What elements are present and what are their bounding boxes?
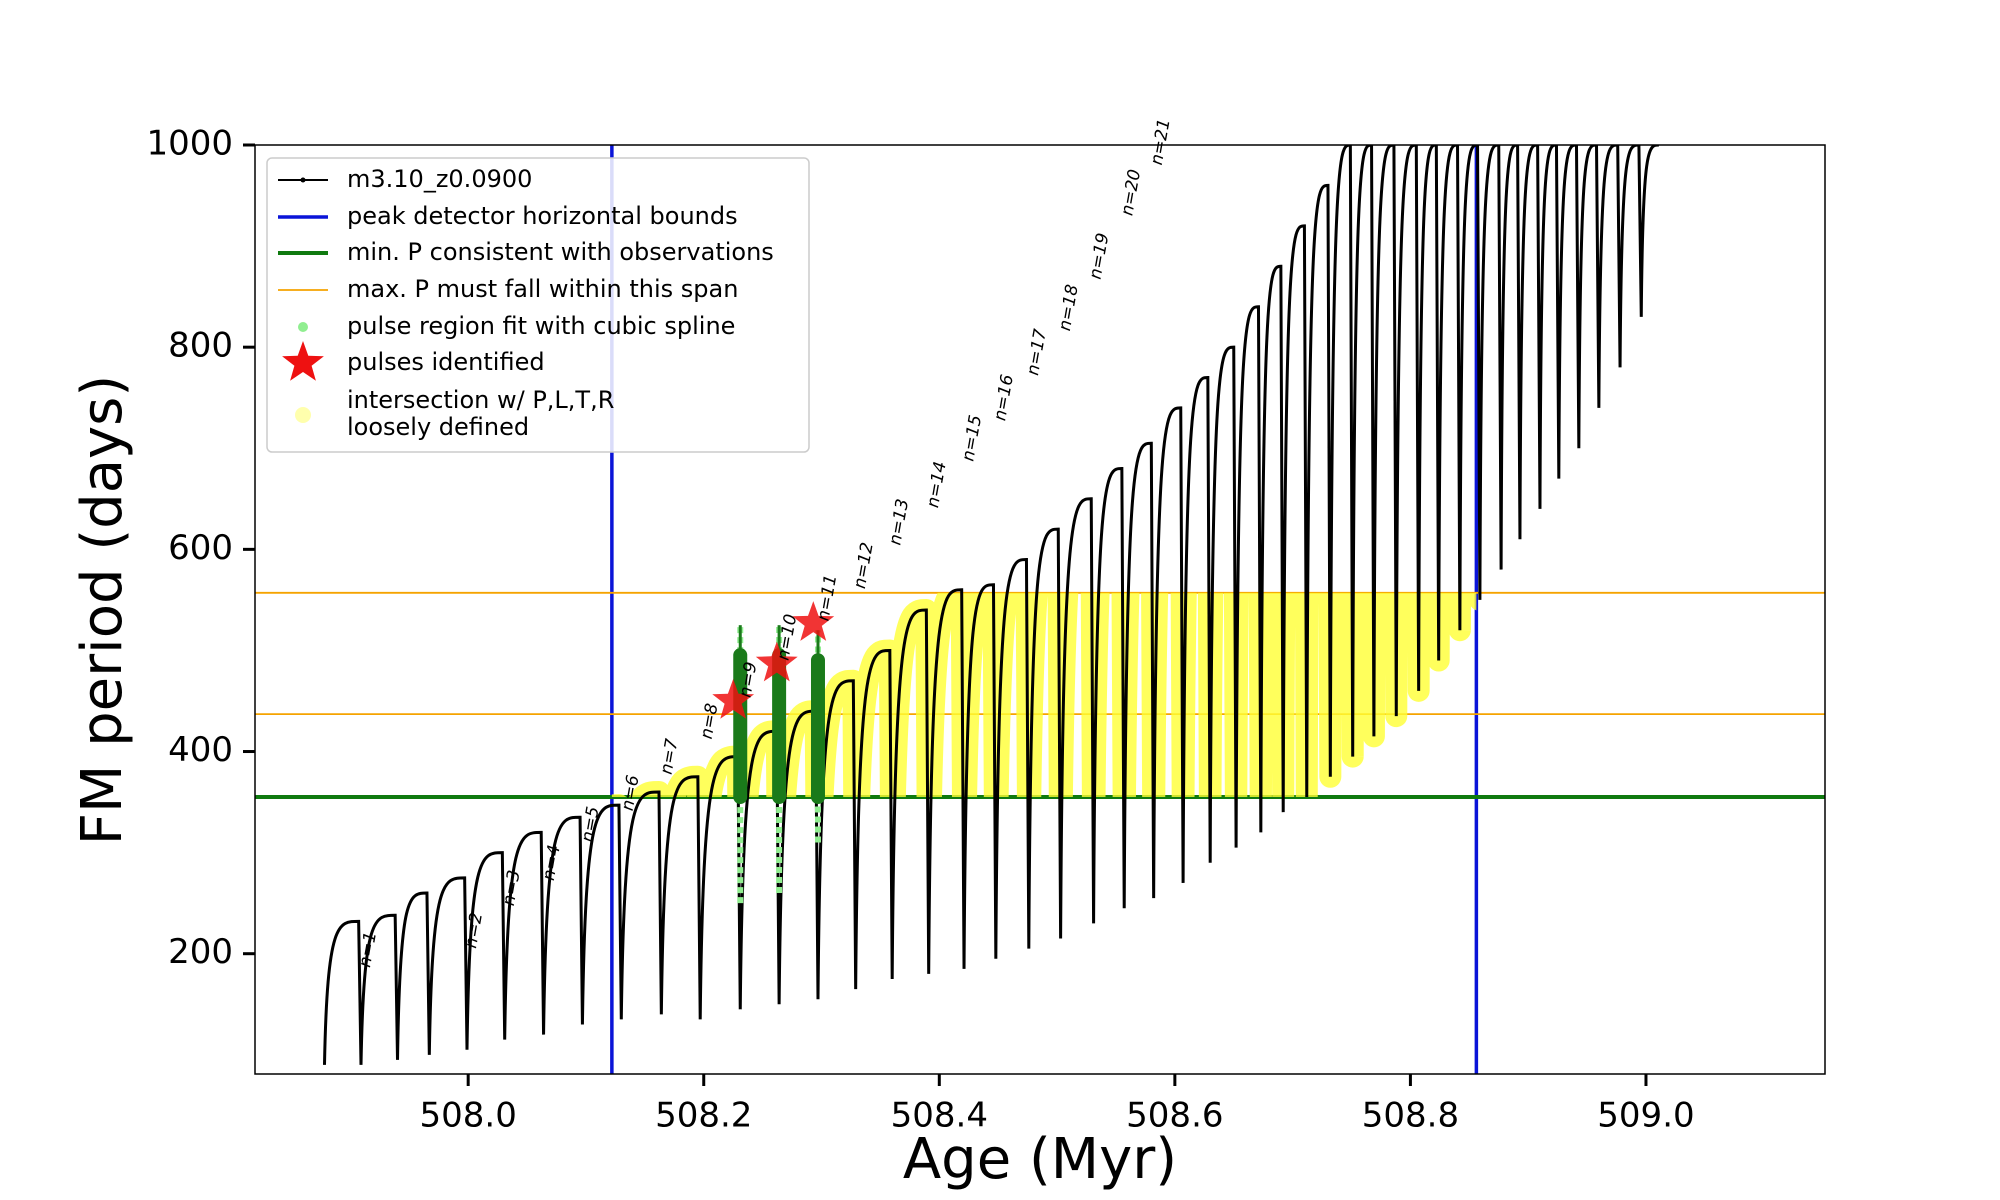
pulse-label: n=7	[657, 737, 683, 776]
x-tick-label: 508.4	[891, 1096, 988, 1136]
pulse-label: n=17	[1023, 327, 1051, 377]
legend-label: pulse region fit with cubic spline	[347, 312, 735, 340]
legend-box	[266, 157, 810, 453]
pulse-label: n=12	[850, 541, 878, 590]
y-tick-label: 400	[168, 730, 233, 770]
legend-star	[282, 341, 324, 381]
pulse-label: n=15	[958, 413, 986, 462]
pulse-label: n=8	[697, 702, 723, 741]
legend-dot	[295, 407, 311, 423]
y-tick-label: 800	[168, 326, 233, 366]
plot-frame	[254, 144, 1826, 1075]
pulse-star	[755, 641, 798, 682]
pulse-label: n=5	[578, 805, 604, 844]
legend-label: m3.10_z0.0900	[347, 165, 532, 193]
x-axis-label: Age (Myr)	[903, 1127, 1177, 1192]
legend-label: min. P consistent with observations	[347, 238, 774, 266]
pulse-star	[792, 601, 835, 641]
legend-label: max. P must fall within this span	[347, 275, 738, 303]
legend-label: peak detector horizontal bounds	[347, 202, 738, 230]
x-tick-label: 508.0	[420, 1096, 517, 1136]
plot-area	[255, 145, 1825, 1074]
x-tick-label: 509.0	[1597, 1096, 1694, 1136]
x-tick-label: 508.8	[1362, 1096, 1459, 1136]
pulse-label: n=20	[1117, 168, 1145, 217]
legend-label: pulses identified	[347, 348, 545, 376]
y-tick-label: 600	[168, 528, 233, 568]
pulse-label: n=6	[618, 773, 644, 812]
pulse-label: n=16	[990, 373, 1018, 423]
y-tick-label: 200	[168, 932, 233, 972]
legend-dot	[298, 322, 308, 332]
pulse-label: n=13	[885, 497, 913, 546]
pulse-star	[712, 679, 755, 719]
pulse-label: n=19	[1086, 231, 1114, 280]
x-tick-label: 508.2	[655, 1096, 752, 1136]
pulse-label: n=10	[773, 613, 801, 662]
legend-dot	[300, 177, 306, 183]
legend-label: loosely defined	[347, 413, 529, 441]
legend-label: intersection w/ P,L,T,R	[347, 386, 614, 414]
series-line	[322, 145, 1659, 1065]
pulse-label: n=18	[1055, 283, 1083, 333]
pulse-label: n=11	[814, 573, 842, 622]
y-tick-label: 1000	[146, 124, 233, 164]
pulse-label: n=14	[923, 460, 951, 509]
x-tick-label: 508.6	[1126, 1096, 1223, 1136]
y-axis-label: FM period (days)	[70, 375, 135, 845]
pulse-label: n=21	[1147, 117, 1175, 166]
